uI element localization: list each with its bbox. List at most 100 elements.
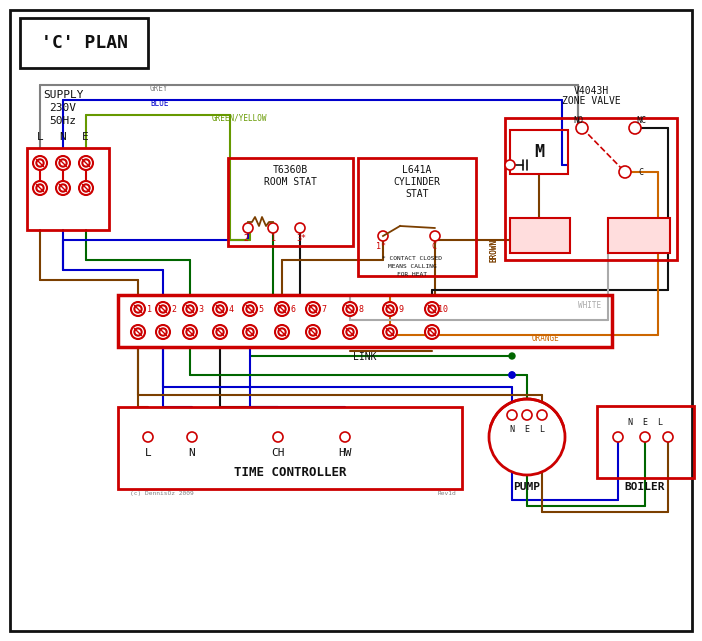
Text: ROOM STAT: ROOM STAT: [263, 177, 317, 187]
Text: GREEN/YELLOW: GREEN/YELLOW: [212, 113, 267, 122]
Circle shape: [306, 325, 320, 339]
Circle shape: [306, 302, 320, 316]
Circle shape: [60, 185, 67, 192]
Bar: [597, 406, 694, 478]
Text: 4: 4: [228, 304, 234, 313]
Circle shape: [159, 305, 166, 313]
Text: BOILER: BOILER: [625, 482, 665, 492]
Circle shape: [383, 325, 397, 339]
Circle shape: [279, 328, 286, 336]
Circle shape: [295, 223, 305, 233]
Text: WHITE: WHITE: [578, 301, 601, 310]
Circle shape: [430, 231, 440, 241]
Circle shape: [522, 410, 532, 420]
Text: 8: 8: [359, 304, 364, 313]
Text: CH: CH: [271, 448, 285, 458]
Text: C: C: [639, 167, 644, 176]
Text: 2: 2: [171, 304, 176, 313]
Circle shape: [143, 432, 153, 442]
Circle shape: [213, 325, 227, 339]
Circle shape: [159, 328, 166, 336]
Circle shape: [343, 302, 357, 316]
Text: 230V: 230V: [50, 103, 77, 113]
Circle shape: [134, 305, 142, 313]
Text: 10: 10: [438, 304, 448, 313]
Circle shape: [156, 325, 170, 339]
Text: N  E  L: N E L: [628, 417, 663, 426]
Text: 1*: 1*: [376, 242, 386, 251]
Circle shape: [275, 302, 289, 316]
Text: N: N: [189, 448, 195, 458]
Text: L: L: [145, 448, 152, 458]
Circle shape: [183, 302, 197, 316]
Circle shape: [346, 328, 354, 336]
Circle shape: [243, 223, 253, 233]
Text: ZONE VALVE: ZONE VALVE: [562, 96, 621, 106]
Circle shape: [279, 305, 286, 313]
Text: L: L: [37, 132, 44, 142]
Circle shape: [37, 160, 44, 167]
Circle shape: [386, 305, 394, 313]
Text: TIME CONTROLLER: TIME CONTROLLER: [234, 465, 346, 478]
Bar: [27, 148, 109, 230]
Circle shape: [56, 156, 70, 170]
Circle shape: [507, 410, 517, 420]
Circle shape: [509, 353, 515, 359]
Text: FOR HEAT: FOR HEAT: [397, 272, 427, 276]
Circle shape: [509, 372, 515, 378]
Bar: [505, 118, 677, 260]
Circle shape: [489, 399, 565, 475]
Circle shape: [428, 328, 436, 336]
Circle shape: [268, 223, 278, 233]
Circle shape: [216, 328, 224, 336]
Bar: [608, 218, 670, 253]
Circle shape: [386, 328, 394, 336]
Text: LINK: LINK: [353, 352, 377, 362]
Text: 'C' PLAN: 'C' PLAN: [41, 34, 128, 52]
Bar: [118, 407, 462, 489]
Circle shape: [505, 160, 515, 170]
Circle shape: [134, 328, 142, 336]
Circle shape: [131, 325, 145, 339]
Text: N: N: [60, 132, 67, 142]
Text: (c) DennisOz 2009: (c) DennisOz 2009: [130, 490, 194, 495]
Circle shape: [82, 160, 90, 167]
Text: NC: NC: [636, 115, 646, 124]
Circle shape: [79, 156, 93, 170]
Circle shape: [79, 181, 93, 195]
Circle shape: [216, 305, 224, 313]
Circle shape: [310, 305, 317, 313]
Circle shape: [378, 231, 388, 241]
Text: T6360B: T6360B: [272, 165, 307, 175]
Circle shape: [619, 166, 631, 178]
Circle shape: [428, 305, 436, 313]
Text: 1: 1: [270, 233, 275, 242]
Text: 2: 2: [244, 233, 249, 242]
Circle shape: [310, 328, 317, 336]
Circle shape: [613, 432, 623, 442]
Circle shape: [246, 305, 253, 313]
Text: * CONTACT CLOSED: * CONTACT CLOSED: [382, 256, 442, 260]
Circle shape: [187, 432, 197, 442]
Text: 50Hz: 50Hz: [50, 116, 77, 126]
Text: 6: 6: [291, 304, 296, 313]
Text: ORANGE: ORANGE: [531, 333, 559, 342]
Bar: [510, 130, 568, 174]
Text: N  E  L: N E L: [510, 424, 545, 433]
Text: GREY: GREY: [150, 83, 168, 92]
Circle shape: [629, 122, 641, 134]
Text: SUPPLY: SUPPLY: [43, 90, 84, 100]
Text: L641A: L641A: [402, 165, 432, 175]
Text: 5: 5: [258, 304, 263, 313]
Text: 1: 1: [147, 304, 152, 313]
Circle shape: [509, 372, 515, 378]
Text: BLUE: BLUE: [150, 99, 168, 108]
Text: MEANS CALLING: MEANS CALLING: [388, 263, 437, 269]
Circle shape: [246, 328, 253, 336]
Circle shape: [60, 160, 67, 167]
Text: 9: 9: [399, 304, 404, 313]
Text: C: C: [432, 242, 437, 251]
Circle shape: [37, 185, 44, 192]
Text: BROWN: BROWN: [489, 238, 498, 262]
Text: CYLINDER: CYLINDER: [394, 177, 440, 187]
